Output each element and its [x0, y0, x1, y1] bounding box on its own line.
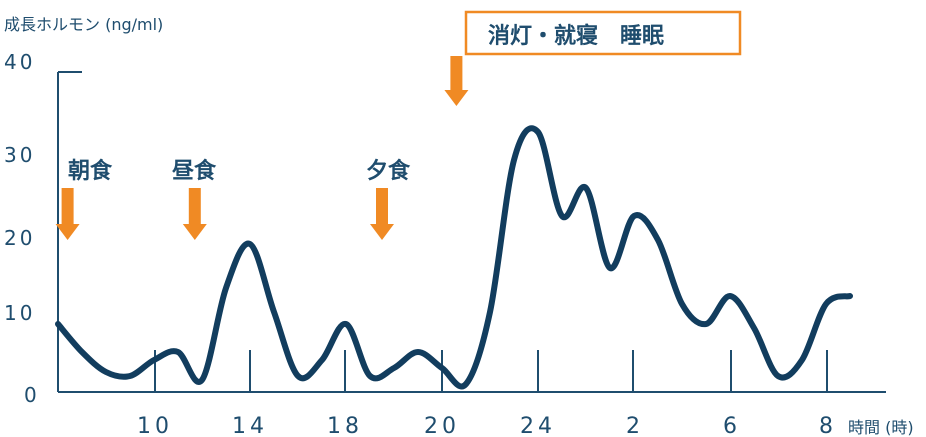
- breakfast-arrow-head: [55, 224, 80, 240]
- dinner-arrow-head: [370, 224, 394, 240]
- dinner-label: 夕食: [366, 158, 411, 184]
- sleep-label: 消灯・就寝 睡眠: [488, 23, 664, 49]
- event-arrows: [55, 56, 469, 240]
- y-tick-label-20: 20: [4, 226, 35, 250]
- x-tick-label-24: 24: [520, 414, 556, 437]
- x-tick-label-10: 10: [137, 414, 173, 437]
- sleep-arrow-shaft: [450, 56, 463, 90]
- y-tick-label-40: 40: [4, 50, 35, 74]
- y-tick-group: 40 30 20 10 0: [4, 50, 82, 407]
- lunch-label: 昼食: [172, 158, 217, 184]
- breakfast-arrow-shaft: [61, 188, 74, 224]
- y-tick-label-0: 0: [24, 383, 40, 407]
- x-tick-group: 10 14 18 20 24 2 6 8: [137, 350, 837, 437]
- lunch-arrow-head: [182, 224, 207, 240]
- y-axis-title: 成長ホルモン (ng/ml): [4, 15, 163, 34]
- x-tick-label-14: 14: [232, 414, 268, 437]
- x-axis-title: 時間 (時): [848, 418, 914, 437]
- breakfast-label: 朝食: [68, 158, 113, 184]
- growth-hormone-line: [55, 125, 853, 390]
- lunch-arrow-shaft: [188, 188, 201, 224]
- x-tick-label-2: 2: [626, 414, 644, 437]
- sleep-label-box: [464, 10, 742, 56]
- y-tick-label-10: 10: [4, 301, 35, 325]
- x-tick-label-20: 20: [424, 414, 460, 437]
- dinner-arrow-shaft: [376, 188, 388, 224]
- x-tick-label-6: 6: [723, 414, 741, 437]
- y-tick-label-30: 30: [4, 143, 35, 167]
- x-tick-label-18: 18: [327, 414, 363, 437]
- sleep-arrow-head: [444, 90, 469, 106]
- x-tick-label-8: 8: [819, 414, 837, 437]
